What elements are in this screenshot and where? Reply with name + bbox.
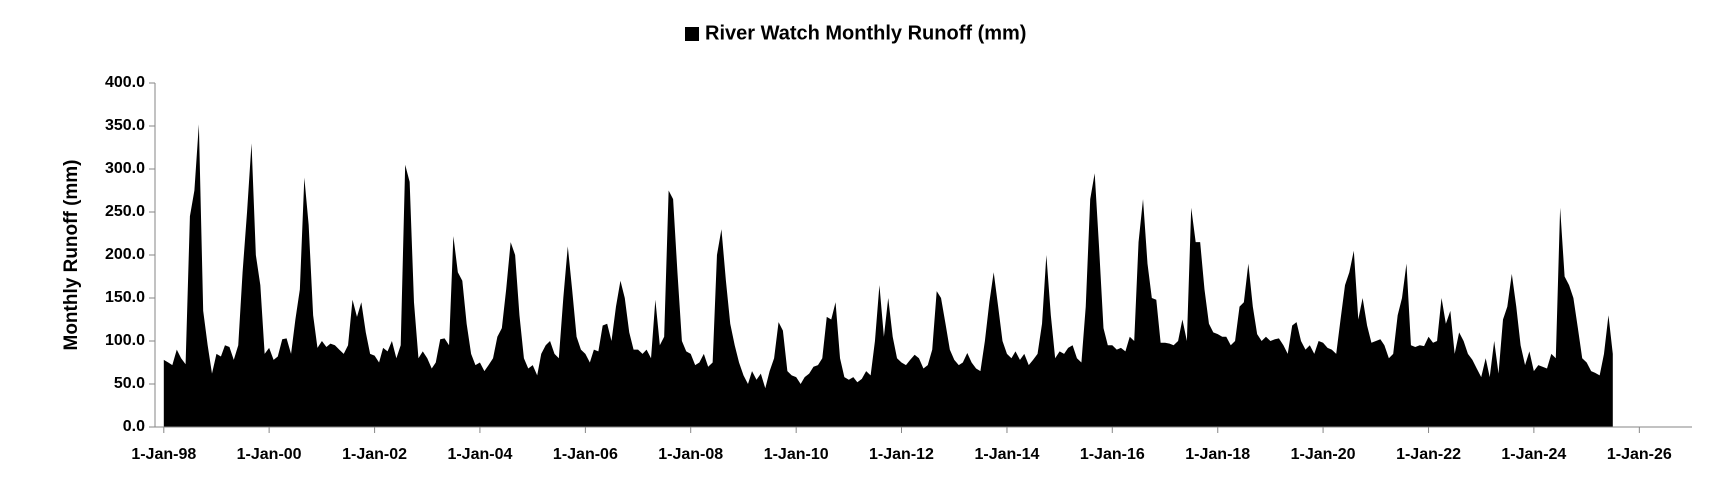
y-tick-label: 400.0 bbox=[105, 74, 145, 91]
x-tick-label: 1-Jan-22 bbox=[1396, 446, 1461, 463]
x-tick-label: 1-Jan-08 bbox=[658, 446, 723, 463]
x-tick-label: 1-Jan-06 bbox=[553, 446, 618, 463]
x-tick-label: 1-Jan-14 bbox=[975, 446, 1040, 463]
x-tick-label: 1-Jan-12 bbox=[869, 446, 934, 463]
legend-label: River Watch Monthly Runoff (mm) bbox=[705, 22, 1026, 44]
x-tick-label: 1-Jan-02 bbox=[342, 446, 407, 463]
y-tick-label: 300.0 bbox=[105, 160, 145, 177]
y-tick-label: 350.0 bbox=[105, 117, 145, 134]
y-tick-label: 200.0 bbox=[105, 246, 145, 263]
y-tick-label: 0.0 bbox=[123, 418, 145, 435]
x-tick-label: 1-Jan-18 bbox=[1185, 446, 1250, 463]
x-tick-label: 1-Jan-00 bbox=[237, 446, 302, 463]
y-axis-label: Monthly Runoff (mm) bbox=[61, 159, 82, 350]
x-tick-label: 1-Jan-26 bbox=[1607, 446, 1672, 463]
y-tick-label: 100.0 bbox=[105, 332, 145, 349]
y-tick-label: 50.0 bbox=[114, 375, 145, 392]
y-tick-label: 150.0 bbox=[105, 289, 145, 306]
x-tick-label: 1-Jan-24 bbox=[1501, 446, 1566, 463]
x-tick-label: 1-Jan-20 bbox=[1291, 446, 1356, 463]
y-tick-label: 250.0 bbox=[105, 203, 145, 220]
x-tick-label: 1-Jan-04 bbox=[447, 446, 512, 463]
area bbox=[163, 124, 1613, 427]
x-tick-label: 1-Jan-98 bbox=[131, 446, 196, 463]
x-tick-label: 1-Jan-10 bbox=[764, 446, 829, 463]
legend-swatch bbox=[685, 27, 699, 41]
x-tick-label: 1-Jan-16 bbox=[1080, 446, 1145, 463]
